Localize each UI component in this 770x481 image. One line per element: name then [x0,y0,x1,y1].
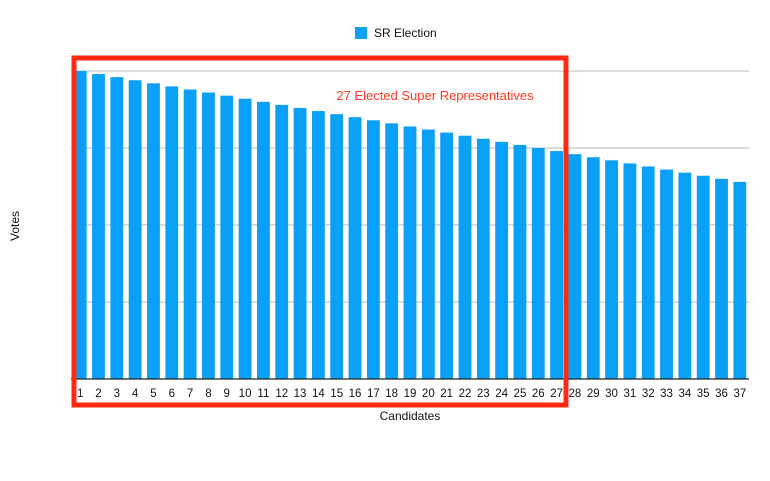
legend-label: SR Election [374,26,437,40]
bar-candidate-4 [128,80,142,380]
x-tick-18: 18 [385,388,398,400]
x-tick-30: 30 [605,388,618,400]
x-tick-20: 20 [422,388,435,400]
x-tick-23: 23 [477,388,490,400]
x-tick-11: 11 [257,388,269,400]
x-tick-13: 13 [294,388,307,400]
bar-candidate-12 [275,104,289,379]
x-tick-22: 22 [459,388,472,400]
bar-candidate-14 [311,111,325,379]
bar-candidate-25 [513,144,527,379]
bar-candidate-27 [550,151,564,379]
x-tick-32: 32 [642,388,655,400]
bar-candidate-29 [586,157,600,379]
bar-candidate-17 [366,120,380,379]
x-tick-9: 9 [224,388,230,400]
x-tick-8: 8 [205,388,211,400]
x-tick-5: 5 [150,388,156,400]
x-tick-labels: 1 2 3 4 5 6 7 8 9 10 11 12 13 14 15 16 17 18 19 20 21 22 23 24 2… [77,388,746,400]
bar-candidate-6 [165,86,179,380]
y-axis-label: Votes [8,211,22,241]
x-tick-2: 2 [95,388,101,400]
bar-candidate-31 [623,163,637,379]
x-axis-label: Candidates [380,409,441,423]
x-tick-21: 21 [440,388,453,400]
elected-highlight-box [71,55,569,408]
x-tick-37: 37 [733,388,746,400]
x-tick-27: 27 [550,388,563,400]
x-tick-25: 25 [514,388,527,400]
x-tick-19: 19 [404,388,417,400]
bar-candidate-21 [440,132,454,379]
bar-candidate-16 [348,117,362,379]
bar-candidate-13 [293,107,307,380]
x-tick-16: 16 [349,388,362,400]
bar-candidate-26 [531,148,545,379]
bar-candidate-11 [256,101,270,380]
bar-candidate-37 [733,181,747,379]
bar-candidate-18 [385,123,399,379]
bar-candidate-28 [568,154,582,379]
bar-candidate-35 [696,175,710,379]
bar-candidate-19 [403,126,417,379]
bar-candidate-15 [330,114,344,380]
x-tick-33: 33 [660,388,673,400]
x-tick-35: 35 [697,388,710,400]
x-tick-29: 29 [587,388,600,400]
legend: SR Election [355,26,437,40]
bar-candidate-5 [147,83,160,379]
legend-swatch [355,27,367,39]
x-tick-4: 4 [132,388,139,400]
x-tick-31: 31 [623,388,636,400]
bar-candidate-34 [678,172,692,379]
bar-candidate-24 [495,141,509,379]
bar-candidate-32 [641,166,655,379]
bar-candidate-30 [605,160,618,379]
x-tick-12: 12 [275,388,288,400]
x-tick-7: 7 [187,388,193,400]
annotation-text: 27 Elected Super Representatives [336,88,534,103]
x-tick-17: 17 [367,388,380,400]
bar-candidate-20 [421,129,435,379]
bar-candidate-8 [202,92,215,379]
x-tick-28: 28 [569,388,582,400]
bar-candidate-9 [220,95,234,379]
x-tick-14: 14 [312,388,325,400]
bar-candidate-3 [110,77,124,379]
x-tick-6: 6 [169,388,175,400]
x-tick-1: 1 [77,388,83,400]
x-tick-36: 36 [715,388,728,400]
x-tick-24: 24 [495,388,508,400]
bar-candidate-10 [238,98,252,379]
x-tick-10: 10 [239,388,252,400]
x-tick-34: 34 [678,388,691,400]
bar-candidate-22 [458,135,472,379]
bar-candidate-33 [660,169,673,379]
bar-candidate-36 [715,178,728,379]
x-tick-26: 26 [532,388,545,400]
x-tick-15: 15 [330,388,343,400]
bar-candidate-2 [92,74,105,379]
bars [73,71,747,380]
bar-candidate-7 [183,89,197,379]
bar-candidate-23 [476,138,490,379]
bar-candidate-1 [73,71,87,379]
x-tick-3: 3 [114,388,120,400]
